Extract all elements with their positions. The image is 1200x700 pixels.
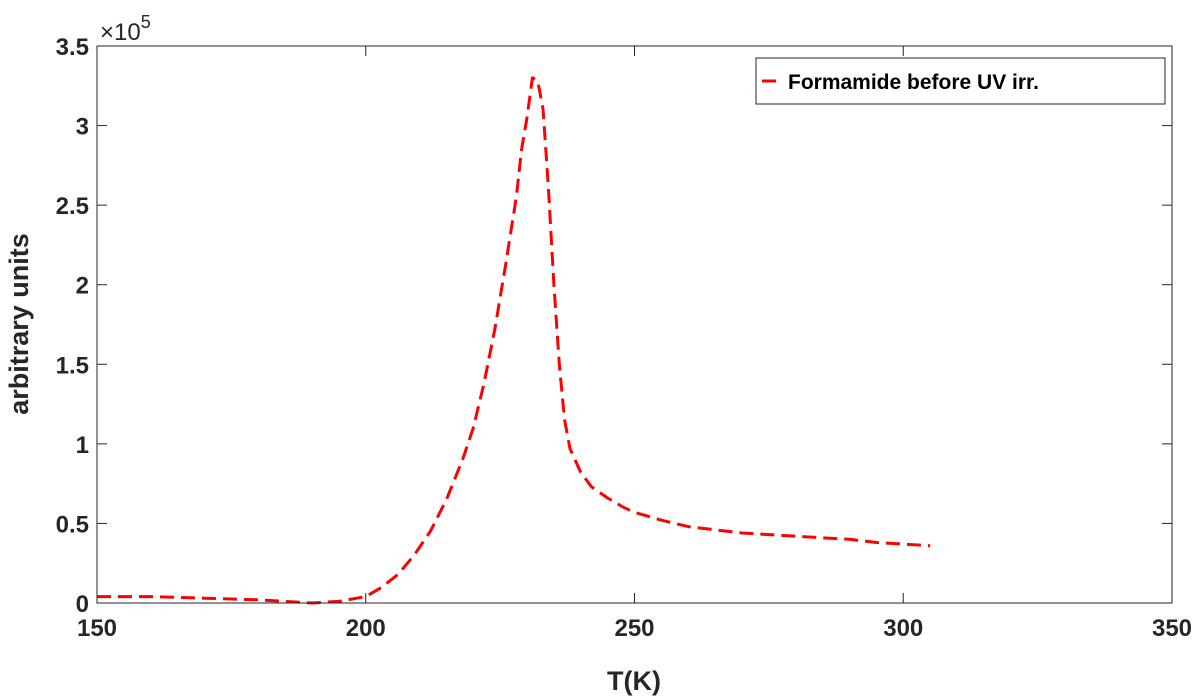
y-axis-label: arbitrary units	[4, 233, 34, 415]
x-tick-label: 250	[614, 615, 654, 642]
y-multiplier-exponent: 5	[141, 12, 151, 32]
series-line-0	[97, 76, 931, 605]
legend-entry-label: Formamide before UV irr.	[788, 71, 1039, 94]
plot-frame	[96, 45, 1173, 604]
y-tick-labels: 0 0.5 1 1.5 2 2.5 3 3.5	[56, 34, 89, 618]
x-axis-label: T(K)	[607, 666, 661, 696]
y-tick-label: 2.5	[56, 193, 89, 220]
y-tick-label: 3.5	[56, 34, 89, 61]
y-tick-label: 3	[76, 114, 89, 141]
y-tick-label: 0.5	[56, 511, 89, 538]
x-tick-label: 200	[346, 615, 386, 642]
series-layer	[97, 76, 931, 605]
x-tick-labels: 150 200 250 300 350	[77, 615, 1192, 642]
plot-area	[97, 46, 1172, 603]
y-tick-label: 1.5	[56, 352, 89, 379]
x-tick-label: 300	[883, 615, 923, 642]
y-tick-label: 0	[76, 591, 89, 618]
y-tick-label: 2	[76, 273, 89, 300]
y-tick-label: 1	[76, 432, 89, 459]
x-tick-label: 350	[1152, 615, 1192, 642]
legend: Formamide before UV irr.	[755, 57, 1166, 105]
y-multiplier-base: ×10	[100, 19, 141, 46]
x-tick-label: 150	[77, 615, 117, 642]
legend-box	[755, 57, 1166, 105]
y-multiplier: ×105	[100, 12, 151, 46]
